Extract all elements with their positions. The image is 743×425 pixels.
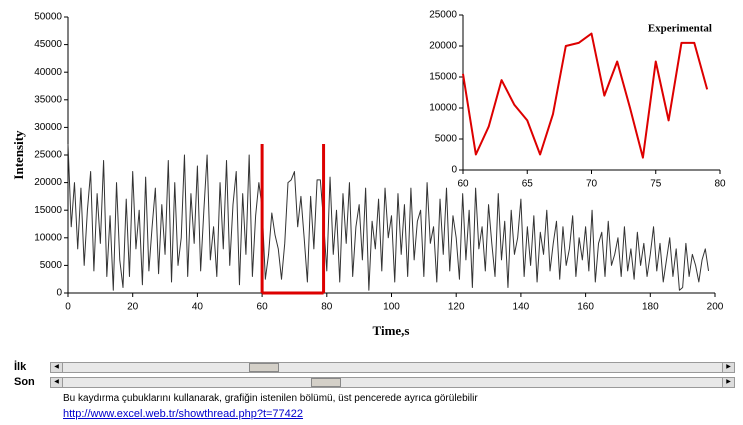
x-tick-label: 140 [513, 302, 530, 313]
x-tick-label: 200 [707, 302, 724, 313]
x-tick-label: 20 [127, 302, 139, 313]
y-tick-label: 50000 [34, 12, 62, 23]
chart: Intensity Time,s 05000100001500020000250… [10, 4, 741, 338]
x-tick-label: 65 [522, 179, 534, 190]
x-tick-label: 100 [383, 302, 400, 313]
y-tick-label: 35000 [34, 94, 62, 105]
scroll-right[interactable]: ▶ [722, 378, 734, 387]
x-tick-label: 60 [457, 179, 469, 190]
x-tick-label: 70 [586, 179, 598, 190]
x-tick-label: 80 [714, 179, 726, 190]
scroll-left[interactable]: ◀ [51, 378, 63, 387]
x-tick-label: 0 [65, 302, 71, 313]
y-tick-label: 20000 [34, 177, 62, 188]
y-tick-label: 40000 [34, 67, 62, 78]
x-tick-label: 40 [192, 302, 204, 313]
x-tick-label: 180 [642, 302, 659, 313]
scroll-left[interactable]: ◀ [51, 363, 63, 372]
x-tick-label: 60 [257, 302, 269, 313]
y-tick-label: 5000 [435, 134, 458, 145]
series-label: Experimental [648, 23, 712, 35]
last-label: Son [14, 376, 35, 388]
y-tick-label: 10000 [429, 103, 457, 114]
x-tick-label: 75 [650, 179, 662, 190]
first-label: İlk [14, 361, 27, 373]
y-tick-label: 25000 [34, 150, 62, 161]
y-tick-label: 45000 [34, 39, 62, 50]
inset-background [415, 4, 741, 194]
y-tick-label: 0 [56, 288, 62, 299]
y-tick-label: 15000 [34, 205, 62, 216]
note: Bu kaydırma çubuklarını kullanarak, graf… [63, 393, 478, 404]
x-tick-label: 80 [321, 302, 333, 313]
y-tick-label: 30000 [34, 122, 62, 133]
scroll-right[interactable]: ▶ [722, 363, 734, 372]
x-tick-label: 120 [448, 302, 465, 313]
y-tick-label: 15000 [429, 72, 457, 83]
y-axis-title: Intensity [11, 130, 26, 180]
y-tick-label: 5000 [40, 260, 63, 271]
last-scrollbar[interactable]: ◀ ▶ [50, 377, 735, 388]
scroll-thumb[interactable] [249, 363, 279, 372]
y-tick-label: 25000 [429, 10, 457, 21]
y-tick-label: 20000 [429, 41, 457, 52]
x-tick-label: 160 [577, 302, 594, 313]
y-tick-label: 10000 [34, 232, 62, 243]
data-line [462, 32, 709, 159]
y-tick-label: 0 [451, 165, 457, 176]
data-line [67, 143, 710, 291]
scroll-thumb[interactable] [311, 378, 341, 387]
first-scrollbar[interactable]: ◀ ▶ [50, 362, 735, 373]
x-axis-title: Time,s [373, 323, 410, 338]
link[interactable]: http://www.excel.web.tr/showthread.php?t… [63, 408, 304, 420]
